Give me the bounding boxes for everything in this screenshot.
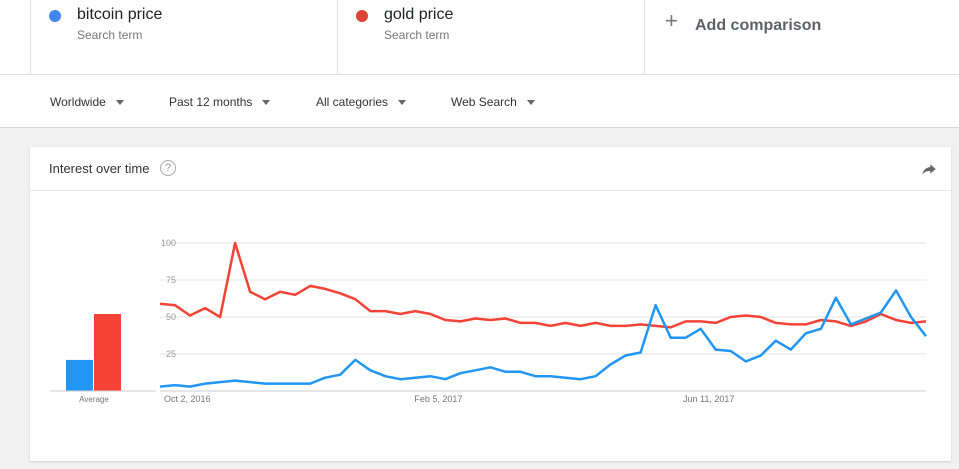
average-bar-gold — [94, 314, 121, 391]
filter-region-dropdown[interactable]: Worldwide — [50, 95, 124, 109]
caret-down-icon — [526, 100, 535, 106]
x-tick-label: Feb 5, 2017 — [414, 394, 462, 404]
compare-bar: bitcoin price Search term gold price Sea… — [0, 0, 959, 74]
search-term-card-gold[interactable]: gold price Search term — [337, 0, 644, 74]
x-tick-label: Jun 11, 2017 — [683, 394, 734, 404]
x-tick-label: Oct 2, 2016 — [164, 394, 211, 404]
filter-bar: Worldwide Past 12 months All categories … — [0, 74, 959, 128]
help-icon[interactable]: ? — [160, 160, 176, 176]
average-bar-bitcoin — [66, 359, 93, 391]
filter-category-dropdown[interactable]: All categories — [316, 95, 407, 109]
filter-label: Web Search — [451, 95, 517, 109]
add-comparison-label: Add comparison — [695, 17, 822, 34]
term-name: bitcoin price — [77, 6, 163, 23]
average-label: Average — [79, 395, 109, 404]
filter-label: Past 12 months — [169, 95, 253, 109]
interest-chart: 25 50 75 100 Oct 2, 2016 Feb 5, 2017 Jun 11, 2… — [50, 238, 927, 404]
term-name: gold price — [384, 6, 454, 23]
term-type-label: Search term — [77, 28, 143, 42]
caret-down-icon — [262, 100, 271, 106]
search-term-card-bitcoin[interactable]: bitcoin price Search term — [30, 0, 337, 74]
y-tick-label: 75 — [166, 275, 176, 285]
add-comparison-button[interactable]: + Add comparison — [644, 0, 959, 74]
share-icon[interactable] — [921, 161, 937, 177]
filter-label: All categories — [316, 95, 389, 109]
y-tick-label: 50 — [166, 312, 176, 322]
term-type-label: Search term — [384, 28, 450, 42]
series-line-bitcoin — [159, 289, 927, 388]
interest-over-time-card: Interest over time ? 25 50 75 100 Oct 2, 201… — [30, 147, 951, 461]
y-tick-label: 100 — [161, 238, 176, 248]
filter-time-range-dropdown[interactable]: Past 12 months — [169, 95, 271, 109]
series-line-gold — [159, 241, 927, 329]
filter-search-type-dropdown[interactable]: Web Search — [451, 95, 535, 109]
series-color-dot — [356, 10, 368, 22]
plus-icon: + — [665, 8, 678, 33]
card-header: Interest over time ? — [30, 147, 951, 191]
card-title: Interest over time — [49, 161, 150, 176]
y-tick-label: 25 — [166, 349, 176, 359]
filter-label: Worldwide — [50, 95, 106, 109]
series-color-dot — [49, 10, 61, 22]
caret-down-icon — [398, 100, 407, 106]
caret-down-icon — [115, 100, 124, 106]
